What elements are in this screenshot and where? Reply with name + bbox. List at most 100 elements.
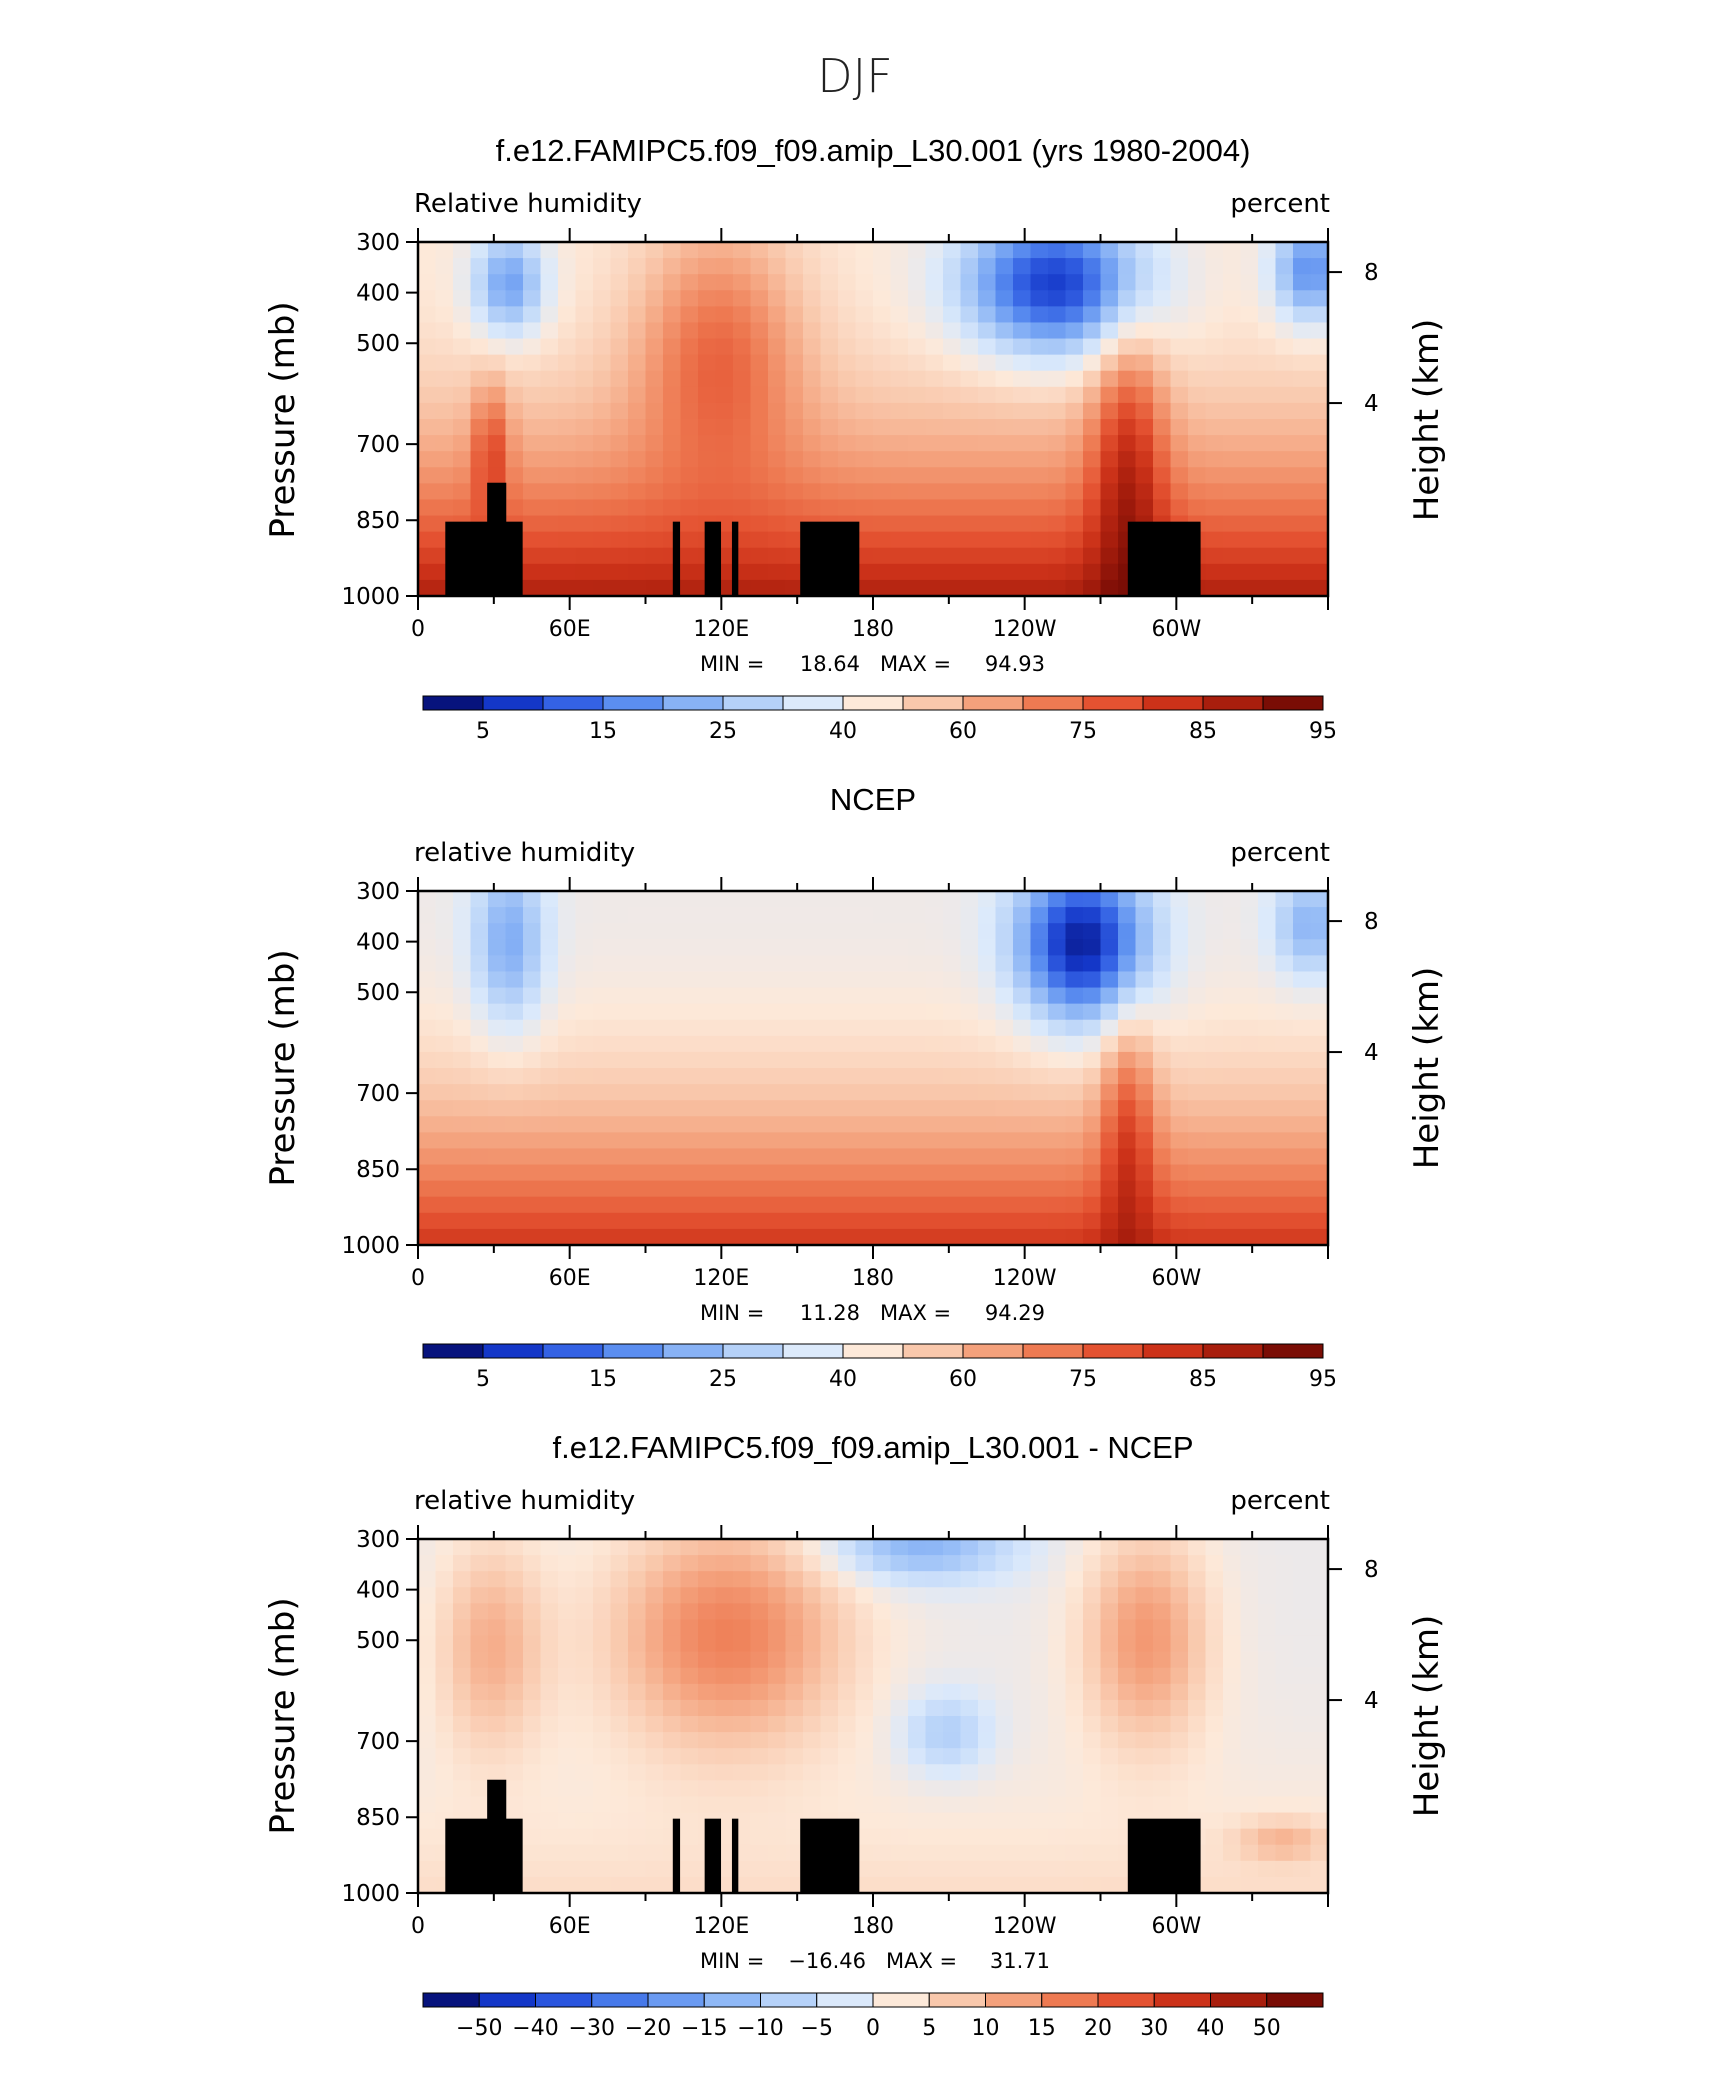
heatmap-cell — [1153, 1228, 1172, 1245]
heatmap-cell — [1083, 1828, 1102, 1846]
heatmap-cell — [785, 306, 804, 324]
heatmap-cell — [925, 955, 944, 973]
heatmap-cell — [785, 402, 804, 420]
heatmap-cell — [628, 971, 647, 989]
heatmap-cell — [1100, 1651, 1119, 1669]
heatmap-cell — [1118, 1683, 1137, 1701]
heatmap-cell — [768, 467, 787, 484]
colorbar-label: 5 — [922, 2016, 936, 2041]
heatmap-cell — [1118, 987, 1137, 1005]
heatmap-cell — [488, 939, 507, 956]
heatmap-cell — [1170, 483, 1189, 501]
heatmap-cell — [785, 1667, 804, 1685]
heatmap-cell — [1275, 1068, 1294, 1085]
heatmap-cell — [943, 1716, 962, 1733]
colorbar-label: 10 — [972, 2016, 1000, 2041]
heatmap-cell — [1065, 258, 1084, 275]
heatmap-cell — [978, 1132, 997, 1150]
heatmap-cell — [1293, 1796, 1312, 1814]
heatmap-cell — [908, 242, 927, 259]
heatmap-cell — [925, 435, 944, 452]
heatmap-cell — [1118, 419, 1137, 436]
heatmap-cell — [1310, 1748, 1328, 1765]
heatmap-cell — [558, 274, 577, 291]
heatmap-cell — [453, 1035, 472, 1053]
heatmap-cell — [1170, 1780, 1189, 1798]
heatmap-cell — [925, 1571, 944, 1588]
heatmap-cell — [785, 1699, 804, 1717]
heatmap-cell — [1170, 907, 1189, 924]
heatmap-cell — [908, 1212, 927, 1230]
heatmap-cell — [803, 467, 822, 484]
heatmap-cell — [733, 1003, 752, 1021]
y-tick-label: 400 — [356, 930, 400, 956]
heatmap-cell — [908, 1571, 927, 1588]
heatmap-cell — [908, 499, 927, 517]
heatmap-cell — [1188, 258, 1207, 275]
heatmap-cell — [1240, 1780, 1259, 1798]
colorbar-box — [760, 1992, 818, 2008]
heatmap-cell — [418, 1716, 437, 1733]
heatmap-cell — [610, 1812, 629, 1830]
heatmap-cell — [1065, 547, 1084, 565]
heatmap-cell — [1048, 1828, 1067, 1846]
heatmap-cell — [768, 1084, 787, 1101]
heatmap-cell — [628, 987, 647, 1005]
panel-difference: f.e12.FAMIPC5.f09_f09.amip_L30.001 - NCE… — [263, 1430, 1447, 2041]
heatmap-cell — [663, 923, 682, 940]
heatmap-cell — [435, 1212, 454, 1230]
heatmap-cell — [820, 290, 839, 307]
heatmap-cell — [610, 1780, 629, 1798]
colorbar-label: 0 — [866, 2016, 880, 2041]
heatmap-cell — [505, 1683, 524, 1701]
heatmap-cell — [978, 515, 997, 533]
heatmap-cell — [1205, 1716, 1224, 1733]
heatmap-cell — [943, 1828, 962, 1846]
colorbar-box — [722, 1343, 784, 1359]
heatmap-cell — [1240, 1876, 1259, 1893]
heatmap-cell — [610, 1603, 629, 1621]
heatmap-cell — [750, 467, 769, 484]
heatmap-cell — [1083, 907, 1102, 924]
heatmap-cell — [785, 1683, 804, 1701]
heatmap-cell — [1223, 258, 1242, 275]
heatmap-cell — [1065, 1148, 1084, 1166]
heatmap-cell — [978, 386, 997, 404]
heatmap-cell — [890, 1603, 909, 1621]
heatmap-cell — [1240, 1716, 1259, 1733]
heatmap-cell — [873, 1667, 892, 1685]
heatmap-cell — [890, 1796, 909, 1814]
heatmap-cell — [715, 971, 734, 989]
heatmap-cell — [925, 1148, 944, 1166]
heatmap-cell — [855, 1603, 874, 1621]
heatmap-cell — [873, 370, 892, 388]
heatmap-cell — [908, 483, 927, 501]
heatmap-cell — [628, 1003, 647, 1021]
heatmap-cell — [1170, 955, 1189, 973]
heatmap-cell — [1065, 1180, 1084, 1198]
heatmap-cell — [1275, 1196, 1294, 1214]
heatmap-cell — [750, 1667, 769, 1685]
heatmap-cell — [1258, 1860, 1277, 1878]
heatmap-cell — [1048, 1068, 1067, 1085]
heatmap-cell — [750, 274, 769, 291]
x-tick-label: 60E — [549, 1266, 591, 1291]
heatmap-cell — [540, 1212, 559, 1230]
heatmap-cell — [960, 1619, 979, 1637]
heatmap-cell — [488, 1748, 507, 1765]
heatmap-cell — [1240, 923, 1259, 940]
heatmap-cell — [1170, 1635, 1189, 1653]
heatmap-cell — [610, 1228, 629, 1245]
heatmap-cell — [820, 386, 839, 404]
heatmap-cell — [838, 1228, 857, 1245]
heatmap-cell — [663, 1780, 682, 1798]
heatmap-cell — [908, 907, 927, 924]
left-label: relative humidity — [414, 838, 635, 868]
heatmap-cell — [1118, 1587, 1137, 1604]
heatmap-cell — [1258, 1764, 1277, 1781]
heatmap-cell — [908, 891, 927, 908]
heatmap-cell — [1153, 467, 1172, 484]
heatmap-cell — [838, 1667, 857, 1685]
heatmap-cell — [803, 1196, 822, 1214]
heatmap-cell — [943, 907, 962, 924]
